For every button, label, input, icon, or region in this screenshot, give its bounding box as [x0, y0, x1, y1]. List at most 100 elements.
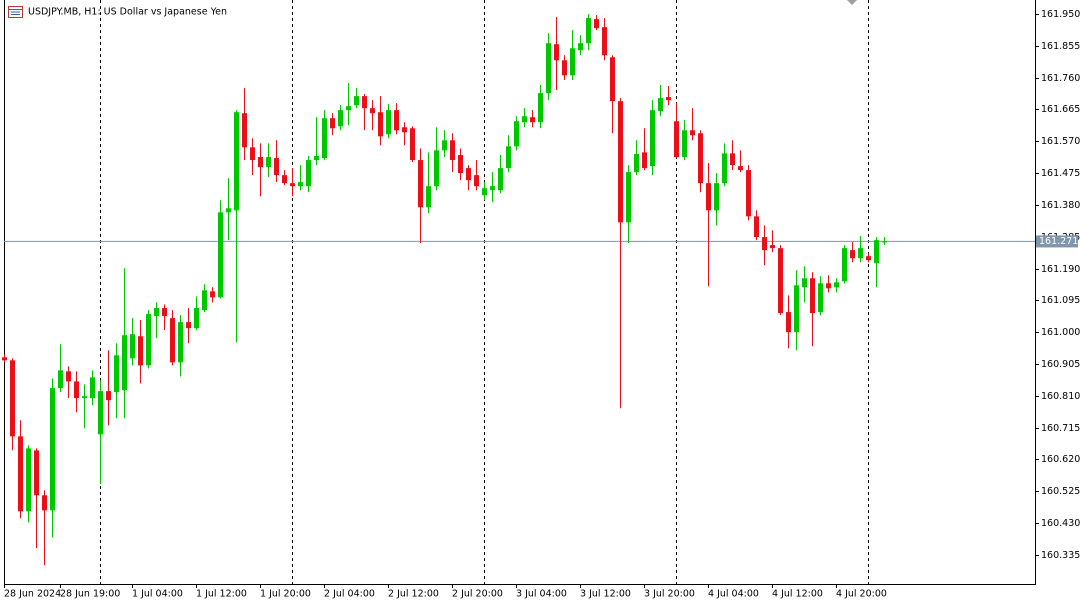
candle-body — [586, 18, 591, 44]
candle-body — [306, 160, 311, 187]
y-tick-label: 161.380 — [1041, 200, 1080, 211]
candle-body — [498, 168, 503, 191]
candle-body — [530, 117, 535, 123]
x-tick-label: 2 Jul 20:00 — [452, 589, 503, 600]
shift-marker — [847, 0, 857, 5]
candle-body — [874, 240, 879, 264]
candle-body — [722, 153, 727, 184]
candle-body — [186, 322, 191, 329]
candle-body — [322, 118, 327, 159]
candle-body — [426, 186, 431, 208]
candle-body — [770, 245, 775, 249]
candle-body — [314, 156, 319, 161]
candle-body — [810, 278, 815, 314]
candle-body — [282, 175, 287, 184]
candle-body — [98, 391, 103, 435]
candle-body — [618, 101, 623, 223]
candle-body — [138, 336, 143, 366]
candle-body — [2, 357, 7, 361]
candle-body — [794, 285, 799, 333]
candle-body — [418, 160, 423, 208]
x-tick-label: 1 Jul 04:00 — [132, 589, 183, 600]
candle-body — [706, 183, 711, 211]
y-tick-label: 160.430 — [1041, 518, 1080, 529]
candle-body — [866, 256, 871, 261]
candle-body — [298, 182, 303, 187]
candle-body — [10, 360, 15, 437]
y-tick-label: 160.715 — [1041, 423, 1080, 434]
candle-body — [578, 43, 583, 51]
candle-body — [434, 150, 439, 187]
x-tick-label: 3 Jul 12:00 — [580, 589, 631, 600]
candle-body — [402, 127, 407, 133]
candle-body — [634, 154, 639, 173]
candle-body — [330, 118, 335, 129]
y-tick-label: 161.095 — [1041, 295, 1080, 306]
candle-body — [450, 140, 455, 161]
y-tick-label: 161.665 — [1041, 104, 1080, 115]
current-price-box — [1036, 235, 1078, 248]
candle-body — [42, 495, 47, 511]
candle-body — [370, 108, 375, 114]
candle-body — [602, 27, 607, 56]
x-tick-label: 4 Jul 12:00 — [772, 589, 823, 600]
candle-body — [858, 248, 863, 259]
y-tick-label: 160.810 — [1041, 391, 1080, 402]
candle-body — [658, 98, 663, 112]
candle-body — [850, 250, 855, 259]
candle-body — [506, 146, 511, 169]
x-tick-label: 1 Jul 20:00 — [260, 589, 311, 600]
y-tick-label: 160.620 — [1041, 454, 1080, 465]
symbol-icon — [8, 6, 23, 18]
candle-body — [882, 241, 887, 243]
candle-body — [146, 314, 151, 366]
candle-body — [386, 110, 391, 135]
candle-body — [170, 318, 175, 363]
candle-body — [762, 237, 767, 251]
candle-body — [202, 290, 207, 311]
candle-body — [18, 436, 23, 512]
candle-body — [410, 128, 415, 161]
y-tick-label: 160.525 — [1041, 486, 1080, 497]
candle-body — [58, 370, 63, 389]
candle-body — [242, 113, 247, 148]
candle-body — [162, 308, 167, 317]
candle-body — [754, 216, 759, 238]
candle-body — [842, 248, 847, 282]
candle-body — [690, 130, 695, 136]
y-tick-label: 161.855 — [1041, 41, 1080, 52]
candle-body — [130, 334, 135, 359]
candle-body — [538, 93, 543, 123]
candle-body — [650, 110, 655, 167]
y-tick-label: 161.475 — [1041, 168, 1080, 179]
candle-body — [482, 188, 487, 196]
y-tick-label: 161.950 — [1041, 9, 1080, 20]
candle-body — [50, 388, 55, 511]
candle-body — [378, 112, 383, 137]
candle-body — [570, 48, 575, 76]
y-tick-label: 161.760 — [1041, 73, 1080, 84]
candle-body — [594, 19, 599, 29]
candle-body — [834, 282, 839, 288]
candle-body — [746, 170, 751, 217]
candle-body — [226, 208, 231, 213]
x-tick-label: 2 Jul 12:00 — [388, 589, 439, 600]
candle-body — [514, 121, 519, 147]
candle-body — [714, 183, 719, 211]
candle-body — [802, 278, 807, 288]
candle-body — [26, 448, 31, 512]
candle-body — [562, 60, 567, 76]
chart-title: USDJPY.MB, H1: US Dollar vs Japanese Yen — [28, 7, 227, 18]
candle-body — [274, 158, 279, 176]
candle-body — [362, 96, 367, 109]
candle-body — [290, 183, 295, 187]
x-tick-label: 3 Jul 04:00 — [516, 589, 567, 600]
candle-body — [74, 381, 79, 399]
candle-body — [474, 175, 479, 187]
candle-body — [82, 396, 87, 399]
candle-body — [610, 57, 615, 102]
candle-body — [642, 152, 647, 169]
candle-body — [466, 168, 471, 181]
